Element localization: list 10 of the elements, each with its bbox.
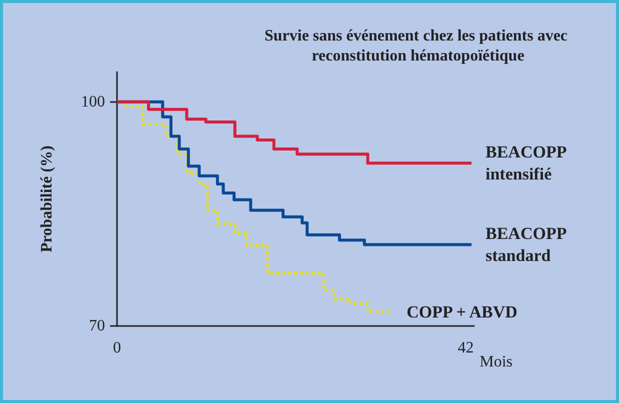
series-label: BEACOPP standard xyxy=(486,224,570,266)
series-label: COPP + ABVD xyxy=(406,302,518,322)
x-tick-label: 0 xyxy=(113,340,121,356)
x-axis-title: Mois xyxy=(480,354,513,370)
y-tick-label: 100 xyxy=(81,93,105,110)
series-label: BEACOPP intensifié xyxy=(486,142,570,184)
y-axis-title: Probabilité (%) xyxy=(38,146,56,252)
y-tick-label: 70 xyxy=(89,318,105,334)
x-tick-label: 42 xyxy=(458,340,474,356)
chart-title: Survie sans événement chez les patients avec reconstitution hématopoïétique xyxy=(264,28,572,64)
